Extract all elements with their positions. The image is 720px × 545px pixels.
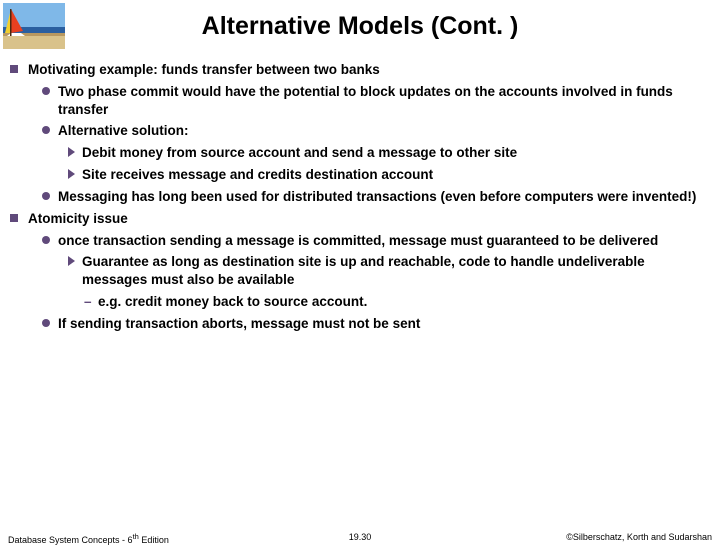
footer-right: ©Silberschatz, Korth and Sudarshan: [566, 532, 712, 542]
square-bullet-icon: [10, 214, 18, 222]
bullet-l1: Motivating example: funds transfer betwe…: [20, 61, 706, 79]
arrow-bullet-icon: [68, 169, 75, 179]
bullet-l3: Debit money from source account and send…: [20, 144, 706, 162]
arrow-bullet-icon: [68, 256, 75, 266]
bullet-text: If sending transaction aborts, message m…: [58, 316, 420, 331]
circle-bullet-icon: [42, 236, 50, 244]
arrow-bullet-icon: [68, 147, 75, 157]
bullet-l3: Guarantee as long as destination site is…: [20, 253, 706, 289]
bullet-text: Messaging has long been used for distrib…: [58, 189, 696, 204]
bullet-text: Atomicity issue: [28, 211, 128, 226]
logo-image: [3, 3, 65, 49]
circle-bullet-icon: [42, 192, 50, 200]
square-bullet-icon: [10, 65, 18, 73]
dash-bullet-icon: –: [84, 293, 92, 311]
bullet-text: Alternative solution:: [58, 123, 189, 138]
bullet-l4: – e.g. credit money back to source accou…: [20, 293, 706, 311]
bullet-l1: Atomicity issue: [20, 210, 706, 228]
bullet-text: Guarantee as long as destination site is…: [82, 254, 645, 287]
circle-bullet-icon: [42, 126, 50, 134]
bullet-l3: Site receives message and credits destin…: [20, 166, 706, 184]
bullet-text: Site receives message and credits destin…: [82, 167, 433, 182]
bullet-text: Debit money from source account and send…: [82, 145, 517, 160]
bullet-text: Two phase commit would have the potentia…: [58, 84, 673, 117]
circle-bullet-icon: [42, 319, 50, 327]
bullet-l2: Messaging has long been used for distrib…: [20, 188, 706, 206]
slide-content: Motivating example: funds transfer betwe…: [0, 61, 720, 333]
bullet-text: once transaction sending a message is co…: [58, 233, 658, 248]
circle-bullet-icon: [42, 87, 50, 95]
bullet-l2: Two phase commit would have the potentia…: [20, 83, 706, 119]
bullet-l2: once transaction sending a message is co…: [20, 232, 706, 250]
bullet-text: Motivating example: funds transfer betwe…: [28, 62, 380, 77]
slide-title: Alternative Models (Cont. ): [0, 0, 720, 61]
bullet-l2: If sending transaction aborts, message m…: [20, 315, 706, 333]
bullet-text: e.g. credit money back to source account…: [98, 294, 367, 309]
bullet-l2: Alternative solution:: [20, 122, 706, 140]
